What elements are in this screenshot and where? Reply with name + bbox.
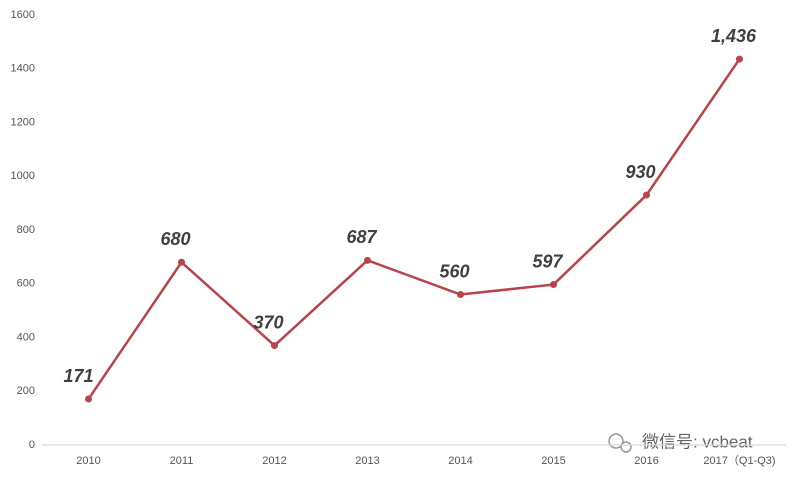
y-tick-label: 1400: [11, 63, 35, 75]
x-tick-label: 2010: [76, 455, 100, 467]
x-tick-label: 2012: [262, 455, 286, 467]
value-label: 1,436: [711, 26, 757, 46]
value-label: 597: [532, 251, 563, 271]
point: [457, 291, 464, 298]
value-label: 680: [160, 229, 190, 249]
value-label: 370: [253, 312, 283, 332]
value-label: 930: [625, 162, 655, 182]
point: [178, 258, 185, 266]
point: [550, 281, 557, 289]
point: [736, 55, 743, 63]
watermark-icon: [608, 433, 632, 453]
y-tick-label: 0: [29, 439, 35, 451]
line: [87, 58, 741, 400]
x-tick-label: 2013: [355, 455, 379, 467]
x-tick-label: 2016: [634, 455, 658, 467]
value-label: 687: [346, 227, 377, 247]
point: [85, 395, 92, 403]
x-tick-label: 2011: [170, 455, 194, 467]
point: [643, 191, 650, 199]
y-tick-label: 1000: [11, 170, 35, 182]
x-tick-label: 2017（Q1-Q3): [703, 454, 775, 467]
value-label: 171: [63, 366, 93, 386]
point: [271, 342, 278, 350]
y-tick-label: 1600: [11, 9, 35, 21]
x-tick-label: 2015: [541, 455, 565, 467]
y-tick-label: 400: [17, 331, 35, 343]
y-tick-label: 800: [17, 224, 35, 236]
watermark: 微信号: vcbeat: [642, 432, 753, 451]
y-tick-label: 1200: [11, 116, 35, 128]
value-label: 560: [439, 261, 469, 281]
x-tick-label: 2014: [448, 455, 472, 467]
point: [364, 256, 371, 264]
y-tick-label: 200: [17, 385, 35, 397]
y-tick-label: 600: [17, 278, 35, 290]
